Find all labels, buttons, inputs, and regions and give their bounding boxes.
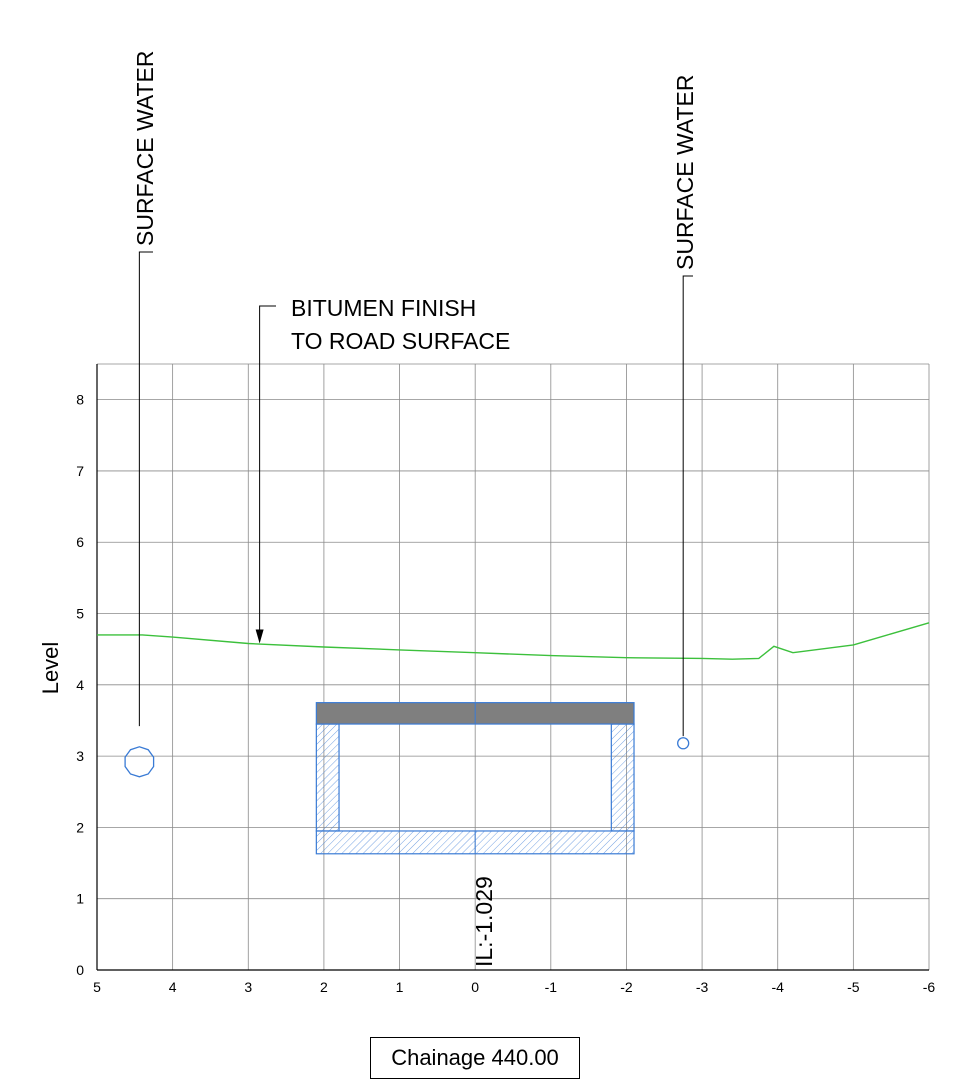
y-tick-label: 3 [76,748,84,764]
x-tick-label: -2 [620,979,633,995]
culvert-wall-left [315,723,340,832]
grid-lines [96,363,930,971]
culvert-wall-right [610,723,635,832]
y-tick-label: 7 [76,463,84,479]
bitumen-leader [259,305,276,632]
bitumen-arrowhead [255,629,264,644]
y-axis-label: Level [38,642,63,695]
surface-water-label-right: SURFACE WATER [672,74,698,270]
x-tick-label: -4 [772,979,785,995]
x-tick-label: 3 [244,979,252,995]
invert-level-label: IL:-1.029 [471,876,497,967]
surface-water-label-left: SURFACE WATER [132,50,158,246]
surface-water-leader-left [138,251,153,727]
chainage-label: Chainage 440.00 [370,1037,580,1079]
road-surface-line [97,622,930,660]
x-tick-label: 1 [396,979,404,995]
y-tick-label: 4 [76,677,84,693]
box-culvert [315,702,635,855]
surface-water-pipe-left [124,746,155,778]
x-tick-label: 5 [93,979,101,995]
y-tick-labels: 0 1 2 3 4 5 6 7 8 [76,392,84,978]
axes [96,364,929,971]
y-tick-label: 0 [76,962,84,978]
y-tick-label: 1 [76,891,84,907]
y-tick-label: 2 [76,819,84,835]
x-tick-label: 4 [169,979,177,995]
y-tick-label: 8 [76,392,84,408]
y-tick-label: 6 [76,534,84,550]
y-tick-label: 5 [76,606,84,622]
x-tick-label: -6 [923,979,936,995]
x-tick-label: 0 [471,979,479,995]
x-tick-label: 2 [320,979,328,995]
bitumen-label-line1: BITUMEN FINISH [291,295,476,321]
bitumen-label-line2: TO ROAD SURFACE [291,328,510,354]
x-tick-labels: 5 4 3 2 1 0 -1 -2 -3 -4 -5 -6 [93,979,935,995]
x-tick-label: -5 [847,979,860,995]
surface-water-leader-right [682,275,693,737]
x-tick-label: -3 [696,979,709,995]
surface-water-pipe-right [677,737,690,750]
x-tick-label: -1 [545,979,558,995]
